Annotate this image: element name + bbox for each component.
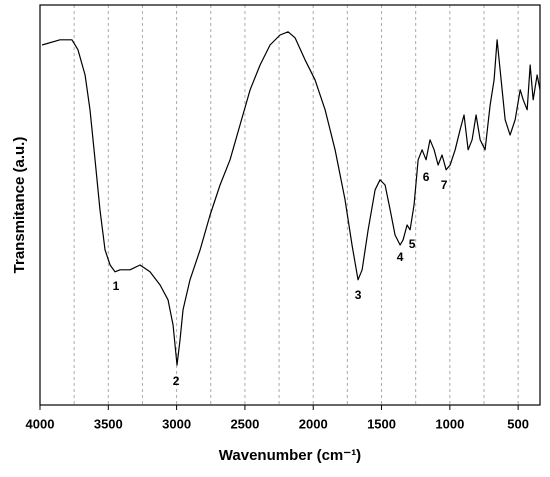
y-axis-title: Transmitance (a.u.) <box>11 137 28 274</box>
plot-frame <box>39 4 541 406</box>
x-tick-label: 4000 <box>26 416 55 431</box>
x-axis-title: Wavenumber (cm⁻¹) <box>219 447 361 464</box>
peak-label: 3 <box>355 288 362 302</box>
peak-label: 6 <box>423 170 430 184</box>
x-tick-label: 3000 <box>162 416 191 431</box>
x-tick-label: 2000 <box>299 416 328 431</box>
x-tick-label: 2500 <box>230 416 259 431</box>
spectrum-line <box>41 31 541 366</box>
x-tick-label: 3500 <box>94 416 123 431</box>
x-tick-label: 1500 <box>367 416 396 431</box>
x-tick-label: 500 <box>507 416 529 431</box>
peak-label: 2 <box>173 374 180 388</box>
x-tick-label: 1000 <box>435 416 464 431</box>
peak-label: 1 <box>113 279 120 293</box>
peak-label: 7 <box>441 178 448 192</box>
peak-label: 5 <box>409 237 416 251</box>
peak-label: 4 <box>397 250 404 264</box>
